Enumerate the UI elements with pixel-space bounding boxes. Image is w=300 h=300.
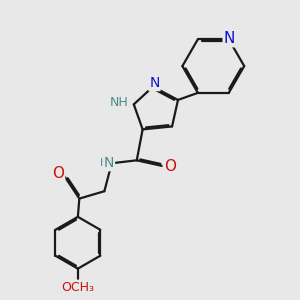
Text: N: N: [149, 76, 160, 90]
Text: OCH₃: OCH₃: [61, 281, 94, 294]
Text: O: O: [52, 166, 64, 181]
Text: H: H: [100, 158, 108, 168]
Text: O: O: [164, 159, 176, 174]
Text: N: N: [104, 156, 114, 170]
Text: N: N: [224, 31, 235, 46]
Text: NH: NH: [110, 96, 128, 110]
